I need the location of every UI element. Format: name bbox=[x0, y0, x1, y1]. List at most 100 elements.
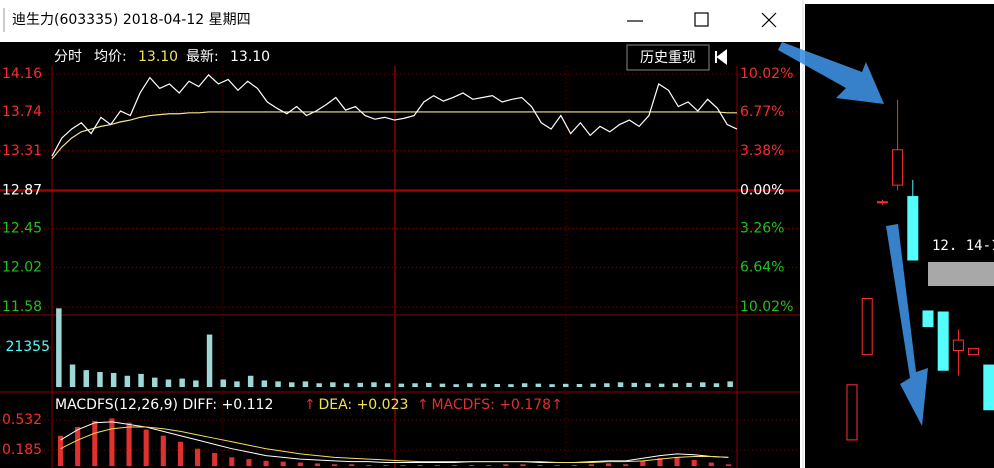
volume-bar bbox=[658, 383, 665, 387]
volume-bar bbox=[302, 381, 309, 387]
volume-bar bbox=[261, 380, 268, 387]
candle-body bbox=[892, 149, 904, 186]
macd-bar bbox=[126, 422, 132, 467]
candle-body bbox=[952, 339, 964, 351]
pct-label: 6.77% bbox=[740, 104, 784, 120]
candle-body bbox=[846, 384, 858, 441]
volume-bar bbox=[330, 382, 336, 387]
volume-bar bbox=[110, 372, 117, 387]
macd-bar bbox=[503, 464, 509, 467]
volume-bar bbox=[535, 383, 542, 387]
macd-bar bbox=[297, 462, 303, 467]
volume-bar bbox=[83, 370, 89, 387]
macd-bar bbox=[212, 453, 218, 467]
macd-bar bbox=[177, 441, 184, 467]
macd-bar bbox=[366, 465, 372, 467]
macd-bar bbox=[280, 461, 286, 467]
volume-bar bbox=[563, 383, 569, 387]
macd-bar bbox=[383, 465, 389, 467]
volume-bar bbox=[247, 375, 254, 387]
macd-bar bbox=[314, 463, 321, 467]
macd-tick-label: 0.532 bbox=[2, 412, 42, 428]
volume-bar bbox=[453, 384, 459, 387]
dea-line bbox=[60, 426, 729, 464]
macd-arrow: ↑ bbox=[417, 397, 429, 413]
volume-bar bbox=[645, 383, 651, 387]
side-label: 12. 14-1 bbox=[932, 238, 994, 254]
volume-bar bbox=[193, 380, 199, 387]
volume-bar bbox=[371, 382, 377, 387]
macd-bar bbox=[75, 427, 81, 467]
macd-tick-label: 0.185 bbox=[2, 442, 42, 458]
pct-label: 0.00% bbox=[740, 183, 784, 199]
macd-bar bbox=[229, 457, 235, 467]
macd-bar bbox=[349, 464, 355, 467]
mode-label: 分时 bbox=[54, 49, 82, 65]
volume-bar bbox=[412, 383, 418, 387]
volume-bar bbox=[727, 381, 733, 387]
volume-bar bbox=[343, 383, 350, 387]
volume-bar bbox=[275, 381, 281, 387]
macd-bar bbox=[468, 465, 475, 467]
macd-bar bbox=[708, 462, 714, 467]
macd-bar bbox=[434, 465, 440, 467]
macd-bar bbox=[725, 464, 732, 467]
macd-bar bbox=[331, 464, 338, 467]
volume-bar bbox=[165, 379, 172, 387]
macdfs-text: MACDFS: +0.178↑ bbox=[427, 397, 563, 413]
volume-bar bbox=[508, 384, 514, 387]
macd-bar bbox=[554, 465, 560, 467]
volume-bar bbox=[357, 382, 363, 387]
volume-bar bbox=[672, 383, 679, 387]
history-button[interactable] bbox=[626, 44, 710, 71]
annotation-arrow bbox=[886, 224, 928, 426]
volume-bar bbox=[69, 364, 76, 387]
candle-body bbox=[983, 364, 994, 411]
pct-label: 10.02% bbox=[740, 299, 793, 315]
macd-bar bbox=[194, 448, 201, 467]
candle-body bbox=[861, 297, 873, 356]
y-tick-label: 12.02 bbox=[2, 259, 42, 275]
volume-bar bbox=[179, 378, 185, 387]
y-tick-label: 11.58 bbox=[2, 299, 42, 315]
macd-bar bbox=[143, 429, 149, 467]
candle-body bbox=[922, 310, 934, 328]
pct-label: 3.26% bbox=[740, 220, 784, 236]
macd-bar bbox=[674, 457, 680, 467]
y-tick-label: 12.87 bbox=[2, 183, 42, 199]
volume-bar bbox=[426, 382, 432, 387]
volume-bar bbox=[206, 334, 213, 387]
close-button[interactable] bbox=[761, 12, 777, 28]
volume-bar bbox=[56, 308, 62, 387]
volume-bar bbox=[234, 381, 240, 387]
macd-bar bbox=[588, 464, 595, 467]
macd-bar bbox=[400, 465, 406, 467]
avg-label: 均价: bbox=[94, 49, 127, 65]
volume-bar bbox=[439, 383, 446, 387]
diff-line bbox=[60, 421, 729, 464]
volume-bar bbox=[467, 383, 473, 387]
macd-bar bbox=[92, 420, 98, 467]
macd-bar bbox=[246, 459, 252, 467]
history-button-label: 历史重现 bbox=[640, 50, 696, 66]
macd-bar bbox=[486, 465, 492, 467]
pct-label: 3.38% bbox=[740, 143, 784, 159]
history-icon[interactable] bbox=[715, 49, 727, 65]
avg-price-line bbox=[51, 111, 737, 160]
dea-text: DEA: +0.023 bbox=[314, 397, 408, 413]
last-value: 13.10 bbox=[230, 49, 270, 65]
volume-bar bbox=[713, 383, 720, 387]
y-tick-label: 13.74 bbox=[2, 104, 42, 120]
volume-bar bbox=[590, 383, 596, 387]
volume-bar bbox=[97, 372, 103, 387]
y-tick-label: 12.45 bbox=[2, 220, 42, 236]
macd-bar bbox=[417, 465, 423, 467]
volume-bar bbox=[289, 382, 295, 387]
y-tick-label: 14.16 bbox=[2, 66, 42, 82]
maximize-button[interactable] bbox=[694, 12, 709, 27]
macd-bar bbox=[640, 460, 646, 467]
macd-bar bbox=[263, 460, 269, 467]
pct-label: 10.02% bbox=[740, 66, 793, 82]
